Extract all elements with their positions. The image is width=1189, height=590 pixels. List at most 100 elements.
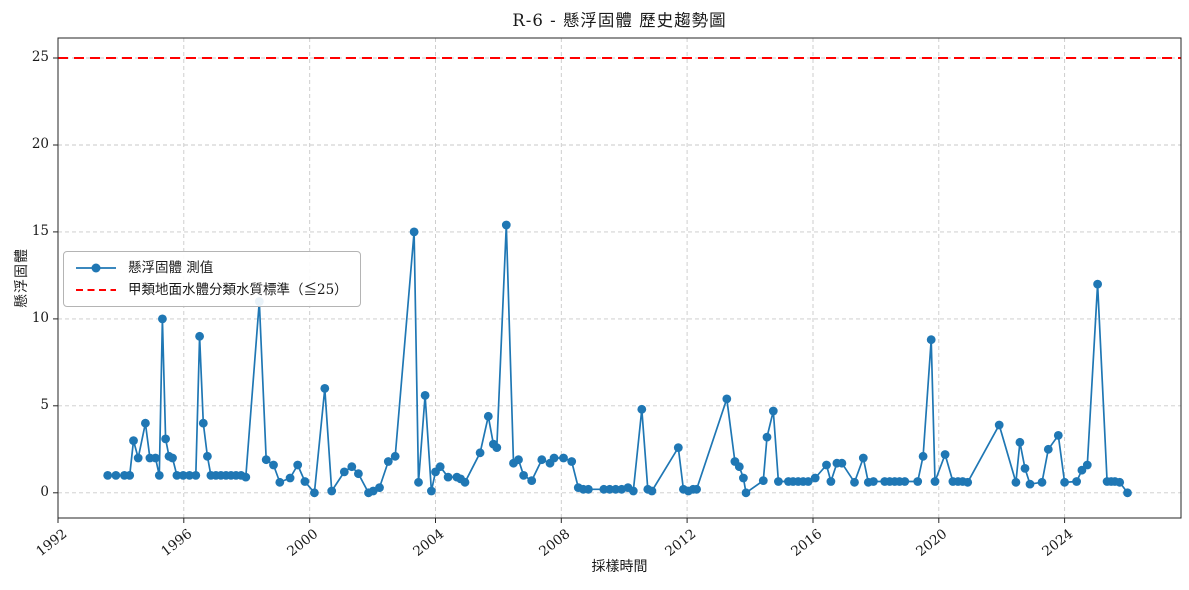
data-point: [926, 335, 936, 345]
legend-series-label: 懸浮固體 測值: [128, 260, 214, 276]
data-point: [1060, 477, 1069, 487]
legend-item-threshold: 甲類地面水體分類水質標準（≦25）: [74, 281, 348, 299]
data-point: [1115, 477, 1125, 487]
data-point: [347, 462, 357, 472]
legend-threshold-label: 甲類地面水體分類水質標準（≦25）: [128, 282, 348, 298]
data-point: [1037, 477, 1047, 487]
data-point: [722, 394, 732, 404]
data-point: [129, 436, 138, 445]
data-point: [409, 227, 419, 237]
legend-box: 懸浮固體 測值 甲類地面水體分類水質標準（≦25）: [63, 251, 361, 307]
legend-item-series: 懸浮固體 測值: [74, 259, 348, 277]
data-point: [198, 418, 208, 428]
data-point: [850, 477, 859, 487]
data-point: [1015, 437, 1025, 447]
data-point: [537, 455, 547, 465]
data-point: [103, 471, 113, 480]
data-point: [501, 220, 511, 230]
data-point: [559, 453, 568, 463]
data-point: [1093, 279, 1102, 289]
data-point: [154, 471, 164, 480]
data-point: [994, 420, 1004, 430]
legend-series-line-marker-icon: [76, 263, 116, 273]
data-point: [930, 477, 940, 486]
data-point: [383, 457, 393, 466]
data-point: [203, 451, 212, 461]
data-point: [492, 443, 502, 452]
data-point: [810, 473, 820, 483]
data-point: [195, 331, 205, 341]
data-point: [269, 460, 278, 470]
data-point: [460, 477, 470, 487]
data-point: [1011, 477, 1021, 487]
data-point: [900, 477, 910, 486]
y-tick-label: 10: [31, 309, 49, 326]
data-point: [375, 483, 384, 492]
y-tick-label: 5: [40, 396, 49, 413]
data-point: [125, 471, 135, 480]
series-markers: [103, 220, 1132, 498]
data-point: [435, 462, 445, 472]
data-point: [420, 391, 430, 400]
data-point: [483, 411, 493, 421]
data-point: [963, 477, 973, 487]
data-point: [762, 432, 772, 442]
data-point: [741, 488, 751, 498]
data-point: [549, 453, 559, 463]
data-point: [734, 462, 744, 472]
data-point: [414, 477, 423, 487]
data-point: [261, 455, 271, 465]
data-point: [133, 453, 143, 463]
y-tick-label: 15: [31, 222, 49, 239]
data-point: [803, 477, 813, 486]
data-point: [427, 486, 436, 496]
data-point: [913, 477, 923, 486]
y-tick-label: 25: [31, 49, 49, 65]
data-point: [275, 477, 285, 487]
data-point: [774, 477, 783, 486]
data-point: [293, 460, 303, 470]
data-point: [285, 473, 295, 483]
legend-threshold-dash-icon: [76, 289, 116, 291]
data-point: [300, 477, 310, 486]
data-point: [837, 458, 847, 468]
data-point: [327, 486, 337, 496]
data-point: [647, 486, 657, 496]
data-point: [310, 488, 319, 498]
data-point: [584, 484, 593, 494]
data-point: [1082, 460, 1092, 470]
y-tick-label: 0: [40, 483, 49, 500]
data-point: [918, 451, 928, 461]
data-point: [514, 455, 523, 465]
data-point: [567, 457, 577, 466]
data-point: [869, 477, 878, 486]
data-point: [241, 472, 251, 482]
data-point: [1020, 464, 1030, 473]
data-point: [527, 476, 537, 485]
data-point: [1072, 477, 1081, 486]
data-point: [354, 469, 363, 479]
y-axis-title: 懸浮固體: [14, 248, 30, 308]
data-point: [519, 471, 528, 480]
data-point: [637, 404, 647, 414]
data-point: [390, 451, 400, 461]
x-axis-title: 採樣時間: [591, 559, 648, 575]
plot-frame: [57, 37, 1182, 519]
data-point: [443, 472, 453, 482]
data-point: [141, 418, 150, 428]
data-point: [191, 471, 201, 480]
data-point: [161, 434, 171, 444]
data-point: [1043, 444, 1053, 454]
data-point: [339, 467, 349, 477]
data-point: [826, 477, 836, 486]
data-point: [758, 476, 768, 485]
chart-title: R-6 - 懸浮固體 歷史趨勢圖: [512, 11, 727, 30]
data-point: [692, 484, 701, 494]
data-point: [858, 453, 868, 463]
data-point: [168, 453, 177, 463]
data-point: [475, 448, 485, 458]
data-point: [628, 486, 638, 496]
data-point: [111, 471, 121, 480]
